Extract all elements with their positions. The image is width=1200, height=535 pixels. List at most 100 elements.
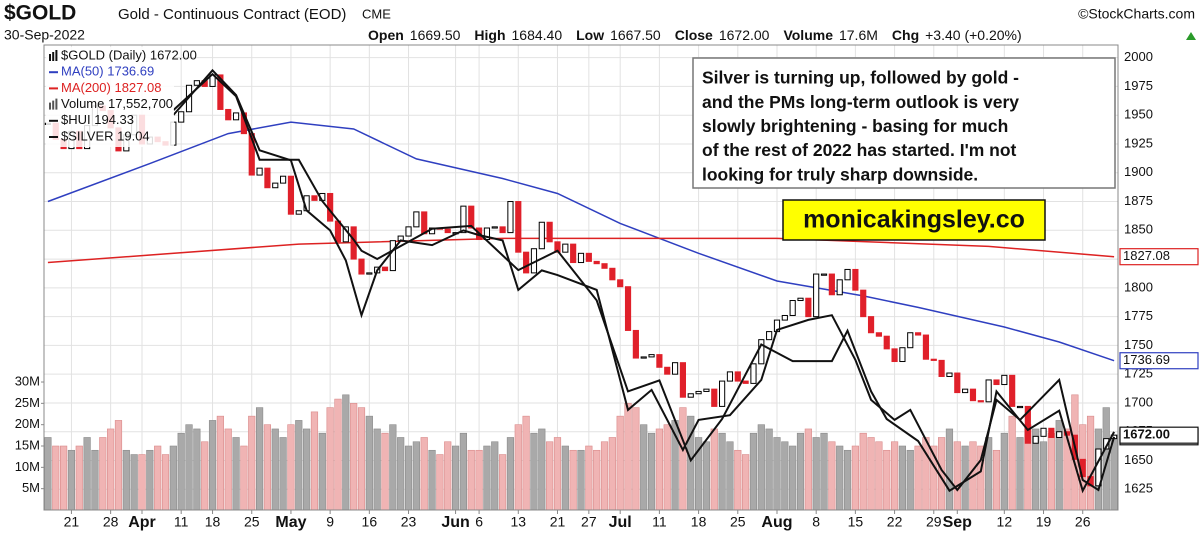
volume-bar	[945, 428, 954, 510]
volume-bar	[506, 437, 515, 510]
candle	[695, 390, 702, 395]
volume-bar	[820, 432, 828, 510]
volume-bar	[875, 441, 883, 510]
volume-bar	[326, 407, 334, 510]
candle	[507, 201, 514, 234]
candle	[1056, 431, 1063, 438]
volume-bar	[514, 424, 522, 510]
volume-bar	[906, 449, 914, 510]
volume-bar	[130, 454, 138, 510]
candle	[381, 266, 389, 272]
volume-bar	[914, 445, 922, 510]
quote-line: Open 1669.50 High 1684.40 Low 1667.50 Close 167…	[368, 27, 1022, 43]
volume-bar	[608, 437, 616, 510]
candle	[726, 371, 734, 382]
quote-label: Low	[576, 27, 604, 43]
volume-bar	[177, 432, 185, 510]
chart-subtitle: Gold - Continuous Contract (EOD)	[118, 6, 346, 23]
candle	[366, 272, 373, 275]
x-tick-label: 22	[887, 514, 903, 530]
candle	[938, 359, 945, 377]
x-tick-label: 27	[581, 514, 597, 530]
overlay-line	[172, 72, 1115, 494]
plot-frame	[43, 44, 1119, 511]
candle	[562, 243, 569, 253]
x-tick-label: 9	[326, 514, 334, 530]
volume-bar	[781, 441, 789, 510]
x-tick-label: 21	[550, 514, 566, 530]
candle	[570, 243, 577, 264]
x-tick-label: 18	[205, 514, 221, 530]
legend-swatch	[55, 50, 58, 61]
volume-tick-label: 5M	[22, 480, 40, 495]
volume-bar	[52, 445, 60, 510]
x-tick-label: Jul	[609, 514, 632, 531]
volume-bar	[867, 437, 875, 510]
volume-bar	[201, 441, 209, 510]
volume-bar	[577, 449, 585, 510]
volume-bar	[600, 441, 609, 510]
volume-bar	[1102, 407, 1110, 510]
volume-bar	[930, 445, 938, 510]
x-tick-label: Sep	[943, 514, 973, 531]
candle	[1040, 427, 1047, 437]
candle	[444, 228, 451, 234]
candle	[499, 226, 506, 234]
volume-bar	[843, 449, 852, 510]
candle	[969, 388, 977, 402]
candle	[852, 268, 859, 291]
overlay-line	[47, 121, 1115, 362]
chart-title: $GOLD	[4, 2, 76, 25]
x-tick-label: 25	[730, 514, 746, 530]
legend-label: $GOLD (Daily) 1672.00	[61, 47, 197, 62]
volume-bar	[593, 449, 601, 510]
volume-bar	[812, 437, 820, 510]
annotation-line: slowly brightening - basing for much	[702, 116, 1008, 136]
volume-bar	[773, 437, 781, 510]
candle	[750, 363, 757, 384]
y-tick-label: 1925	[1124, 135, 1153, 150]
candle	[217, 74, 224, 110]
candle	[593, 260, 600, 265]
candle	[703, 388, 710, 392]
volume-bar	[193, 428, 201, 510]
candle	[915, 332, 922, 336]
volume-bar	[765, 428, 773, 510]
candle	[577, 252, 585, 264]
candle	[962, 388, 969, 394]
candle	[922, 334, 930, 360]
volume-bar	[350, 403, 358, 510]
volume-bar	[1039, 441, 1048, 510]
volume-bar	[953, 441, 961, 510]
volume-bar	[271, 428, 279, 510]
x-tick-label: 12	[997, 514, 1013, 530]
candle	[679, 362, 686, 398]
legend-box	[46, 47, 174, 147]
volume-bar	[287, 424, 295, 510]
volume-bar	[318, 432, 326, 510]
candle	[954, 372, 961, 394]
candle	[523, 251, 530, 274]
candle	[758, 339, 765, 365]
candle	[820, 273, 828, 276]
volume-bar	[757, 424, 765, 510]
volume-bar	[138, 454, 146, 510]
legend-label: MA(50) 1736.69	[61, 64, 154, 79]
legend-label: Volume 17,552,700	[61, 96, 173, 111]
y-tick-label: 2000	[1124, 49, 1153, 64]
x-tick-label: 28	[103, 514, 119, 530]
quote-value: 1669.50	[410, 27, 461, 43]
volume-bar	[373, 428, 381, 510]
x-tick-label: 13	[510, 514, 526, 530]
volume-bar	[114, 420, 123, 510]
y-tick-label: 1800	[1124, 279, 1153, 294]
x-tick-label: Apr	[128, 514, 156, 531]
candle	[899, 347, 906, 363]
volume-tick-label: 25M	[15, 395, 40, 410]
candle	[287, 175, 295, 215]
y-tick-label: 1900	[1124, 164, 1153, 179]
volume-bar	[412, 441, 420, 510]
volume-bar	[624, 403, 632, 510]
